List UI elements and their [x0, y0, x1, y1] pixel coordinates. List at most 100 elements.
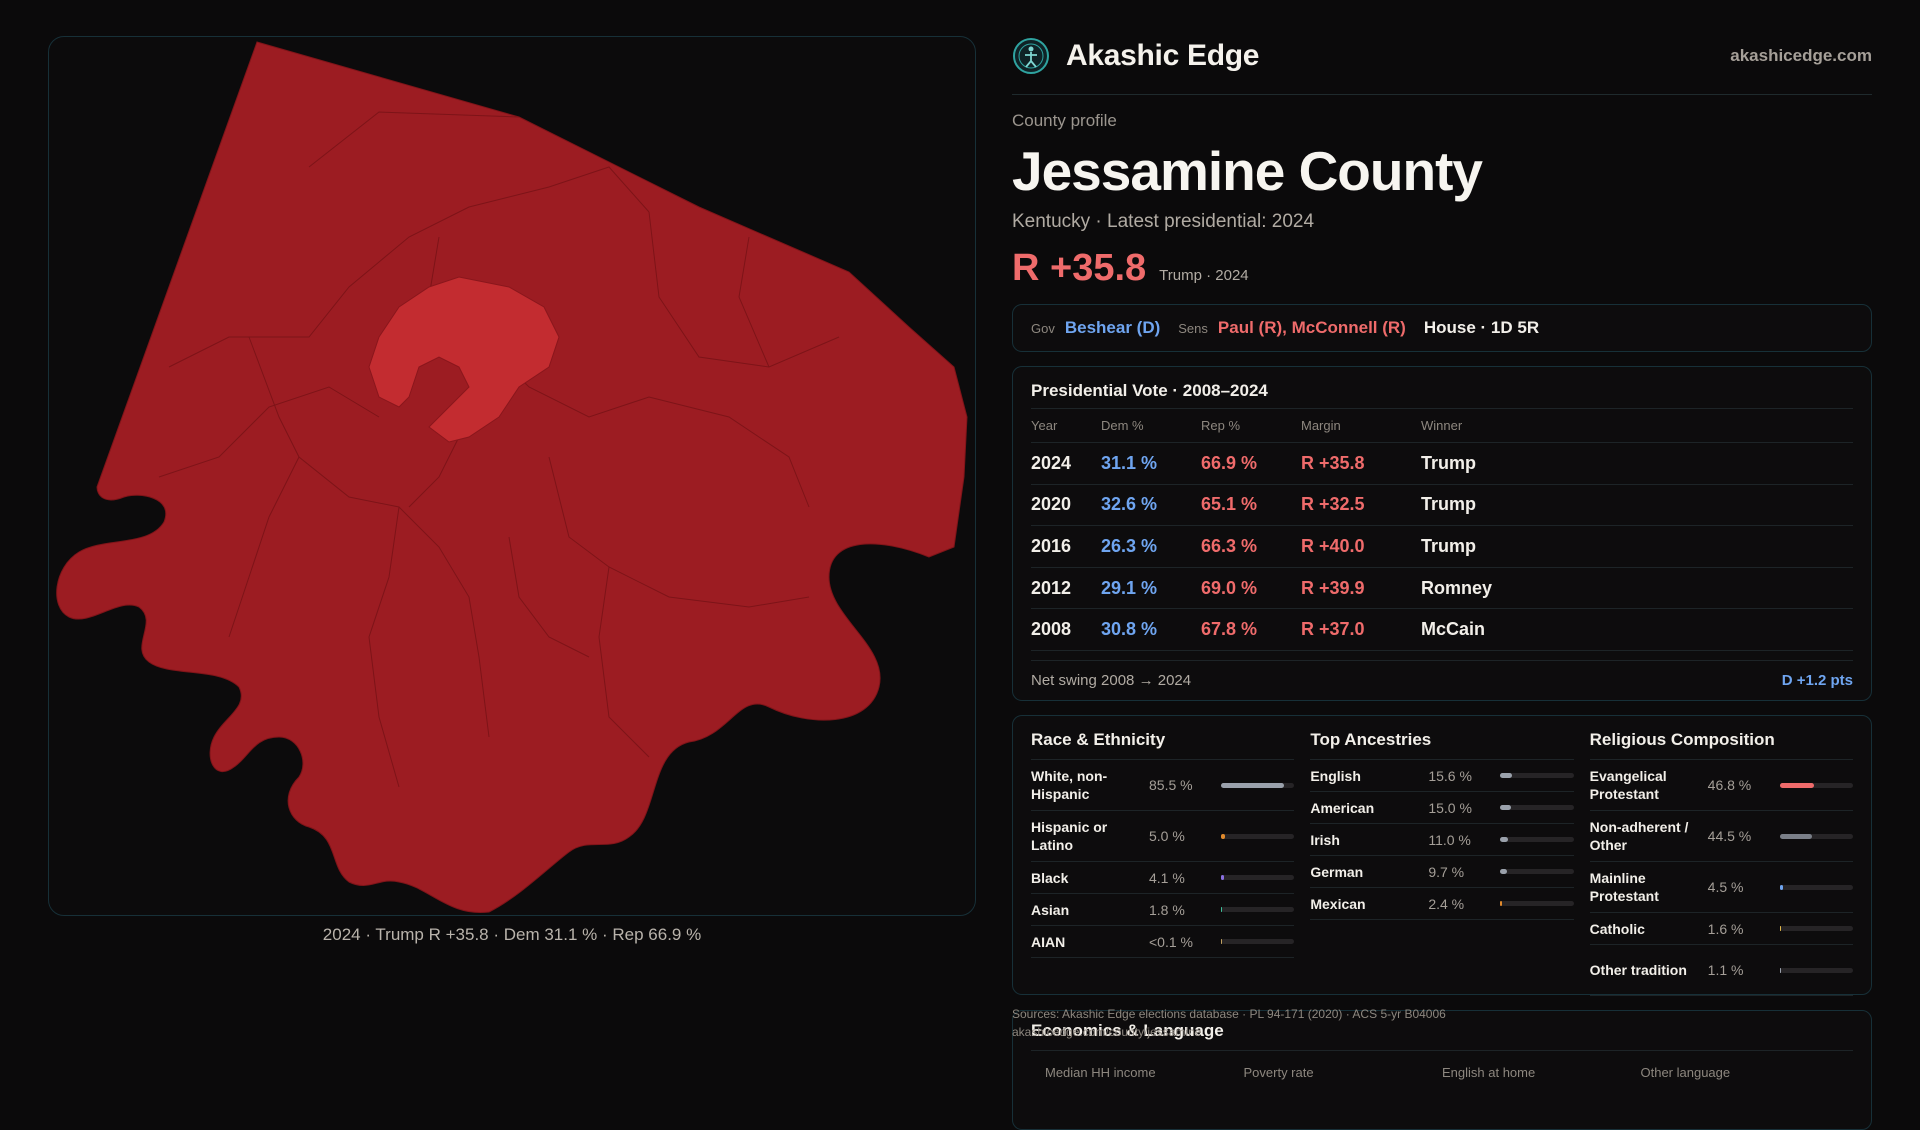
demographic-bar-track: [1779, 833, 1853, 839]
demographic-name: White, non-Hispanic: [1031, 768, 1108, 802]
demographic-row: Asian 1.8 %: [1031, 894, 1295, 926]
net-swing-label: Net swing 2008 → 2024: [1031, 672, 1192, 689]
brand-url[interactable]: akashicedge.com: [1730, 46, 1872, 65]
demographic-row: Mexican 2.4 %: [1310, 888, 1574, 920]
demographic-percent: 1.1 %: [1707, 962, 1744, 978]
demographic-column: Religious Composition Evangelical Protes…: [1589, 716, 1853, 996]
brand-bar: Akashic Edge akashicedge.com: [1012, 36, 1872, 76]
county-map[interactable]: [48, 36, 976, 916]
rep-cell: 65.1 %: [1201, 494, 1258, 515]
presidential-vote-card: Presidential Vote · 2008–2024 Year Dem %…: [1012, 366, 1872, 701]
demographic-bar: [1779, 884, 1783, 890]
column-title: Race & Ethnicity: [1031, 716, 1295, 760]
demographic-bar-track: [1779, 782, 1853, 788]
margin-cell: R +32.5: [1301, 494, 1365, 515]
demographic-percent: 5.0 %: [1149, 828, 1185, 844]
demographic-row: Catholic 1.6 %: [1589, 913, 1853, 945]
sources-note: Sources: Akashic Edge elections database…: [1012, 1005, 1446, 1041]
column-header: Winner: [1421, 418, 1463, 433]
net-swing-value: D +1.2 pts: [1781, 672, 1853, 689]
demographic-rows: White, non-Hispanic 85.5 % Hispanic or Lat…: [1031, 760, 1295, 958]
county-map-svg[interactable]: [49, 37, 976, 916]
column-header: Margin: [1301, 418, 1341, 433]
demographic-bar: [1779, 967, 1781, 973]
demographic-percent: 15.0 %: [1428, 799, 1472, 816]
presidential-title: Presidential Vote · 2008–2024: [1031, 367, 1853, 409]
demographic-bar-track: [1500, 837, 1574, 842]
year-cell: 2024: [1031, 452, 1072, 473]
rep-cell: 66.9 %: [1201, 452, 1258, 473]
margin-value: R +35.8: [1012, 247, 1147, 289]
demographic-row: Mainline Protestant 4.5 %: [1589, 862, 1853, 913]
winner-cell: Romney: [1421, 577, 1493, 598]
house-value: House · 1D 5R: [1423, 318, 1540, 337]
demographic-row: Evangelical Protestant 46.8 %: [1589, 760, 1853, 811]
demographic-percent: 11.0 %: [1428, 831, 1471, 848]
table-header: Year Dem % Rep % Margin Winner: [1031, 409, 1853, 443]
demographic-bar-track: [1779, 884, 1853, 890]
headline-margin: R +35.8 Trump · 2024: [1012, 247, 1872, 290]
year-cell: 2016: [1031, 535, 1072, 556]
brand-name[interactable]: Akashic Edge: [1066, 39, 1260, 72]
demographic-bar-track: [1500, 869, 1574, 874]
demographic-name: Black: [1031, 869, 1069, 886]
demographic-row: Other tradition 1.1 %: [1589, 945, 1853, 996]
winner-cell: Trump: [1421, 494, 1477, 515]
demographic-bar-track: [1221, 782, 1295, 788]
column-header: Poverty rate: [1243, 1065, 1314, 1080]
page-eyebrow: County profile: [1012, 111, 1117, 130]
demographic-percent: 1.6 %: [1707, 920, 1744, 937]
demographic-name: Mainline Protestant: [1589, 870, 1659, 904]
rep-cell: 67.8 %: [1201, 619, 1258, 640]
demographic-bar-track: [1500, 805, 1574, 810]
demographic-row: Hispanic or Latino 5.0 %: [1031, 811, 1295, 862]
demographic-row: American 15.0 %: [1310, 792, 1574, 824]
demographic-name: German: [1310, 863, 1364, 880]
page-title: Jessamine County: [1012, 140, 1483, 202]
page-subtitle: Kentucky · Latest presidential: 2024: [1012, 211, 1315, 232]
sources-link[interactable]: akashicedge.com/county/jessamine: [1012, 1025, 1202, 1039]
demographic-name: Asian: [1031, 901, 1070, 918]
demographic-row: English 15.6 %: [1310, 760, 1574, 792]
demographic-row: German 9.7 %: [1310, 856, 1574, 888]
demographic-bar-track: [1221, 833, 1295, 839]
demographic-name: Evangelical Protestant: [1589, 768, 1667, 802]
demographic-percent: 4.1 %: [1149, 869, 1185, 886]
compass-figure-icon[interactable]: [1012, 37, 1050, 75]
demographic-bar: [1779, 782, 1814, 788]
demographic-row: White, non-Hispanic 85.5 %: [1031, 760, 1295, 811]
margin-note: Trump · 2024: [1159, 267, 1249, 284]
demographic-row: Irish 11.0 %: [1310, 824, 1574, 856]
column-header: Dem %: [1101, 418, 1144, 433]
sens-label: Sens: [1178, 320, 1208, 336]
demographic-bar: [1500, 773, 1512, 778]
margin-cell: R +40.0: [1301, 535, 1365, 556]
winner-cell: McCain: [1421, 619, 1486, 640]
county-shape[interactable]: [56, 41, 968, 914]
demographic-bar: [1221, 875, 1224, 880]
demographic-percent: 85.5 %: [1149, 777, 1193, 793]
demographic-bar-track: [1779, 967, 1853, 973]
demographic-name: Catholic: [1589, 920, 1645, 937]
demographic-bar: [1500, 805, 1512, 810]
column-title: Top Ancestries: [1310, 716, 1574, 760]
dem-cell: 31.1 %: [1101, 452, 1158, 473]
table-row: 2008 30.8 % 67.8 % R +37.0 McCain: [1031, 609, 1853, 651]
demographic-name: AIAN: [1031, 933, 1066, 950]
demographic-percent: 1.8 %: [1149, 901, 1185, 918]
year-cell: 2008: [1031, 619, 1072, 640]
column-header: English at home: [1442, 1065, 1536, 1080]
demographic-bar-track: [1221, 907, 1295, 912]
demographic-bar-track: [1500, 901, 1574, 906]
demographic-bar: [1221, 907, 1223, 912]
demographic-percent: 4.5 %: [1707, 879, 1744, 895]
demographic-rows: Evangelical Protestant 46.8 % Non-adherent…: [1589, 760, 1853, 996]
demographics-card: Race & Ethnicity White, non-Hispanic 85.5…: [1012, 715, 1872, 996]
profile-panel: Akashic Edge akashicedge.com County prof…: [1012, 36, 1872, 996]
nicholasville-city[interactable]: [368, 276, 560, 443]
demographic-bar: [1500, 837, 1509, 842]
demographic-row: Black 4.1 %: [1031, 862, 1295, 894]
demographic-column: Top Ancestries English 15.6 % American 15.0…: [1310, 716, 1574, 996]
demographic-bar: [1221, 939, 1222, 944]
demographic-bar: [1779, 833, 1813, 839]
